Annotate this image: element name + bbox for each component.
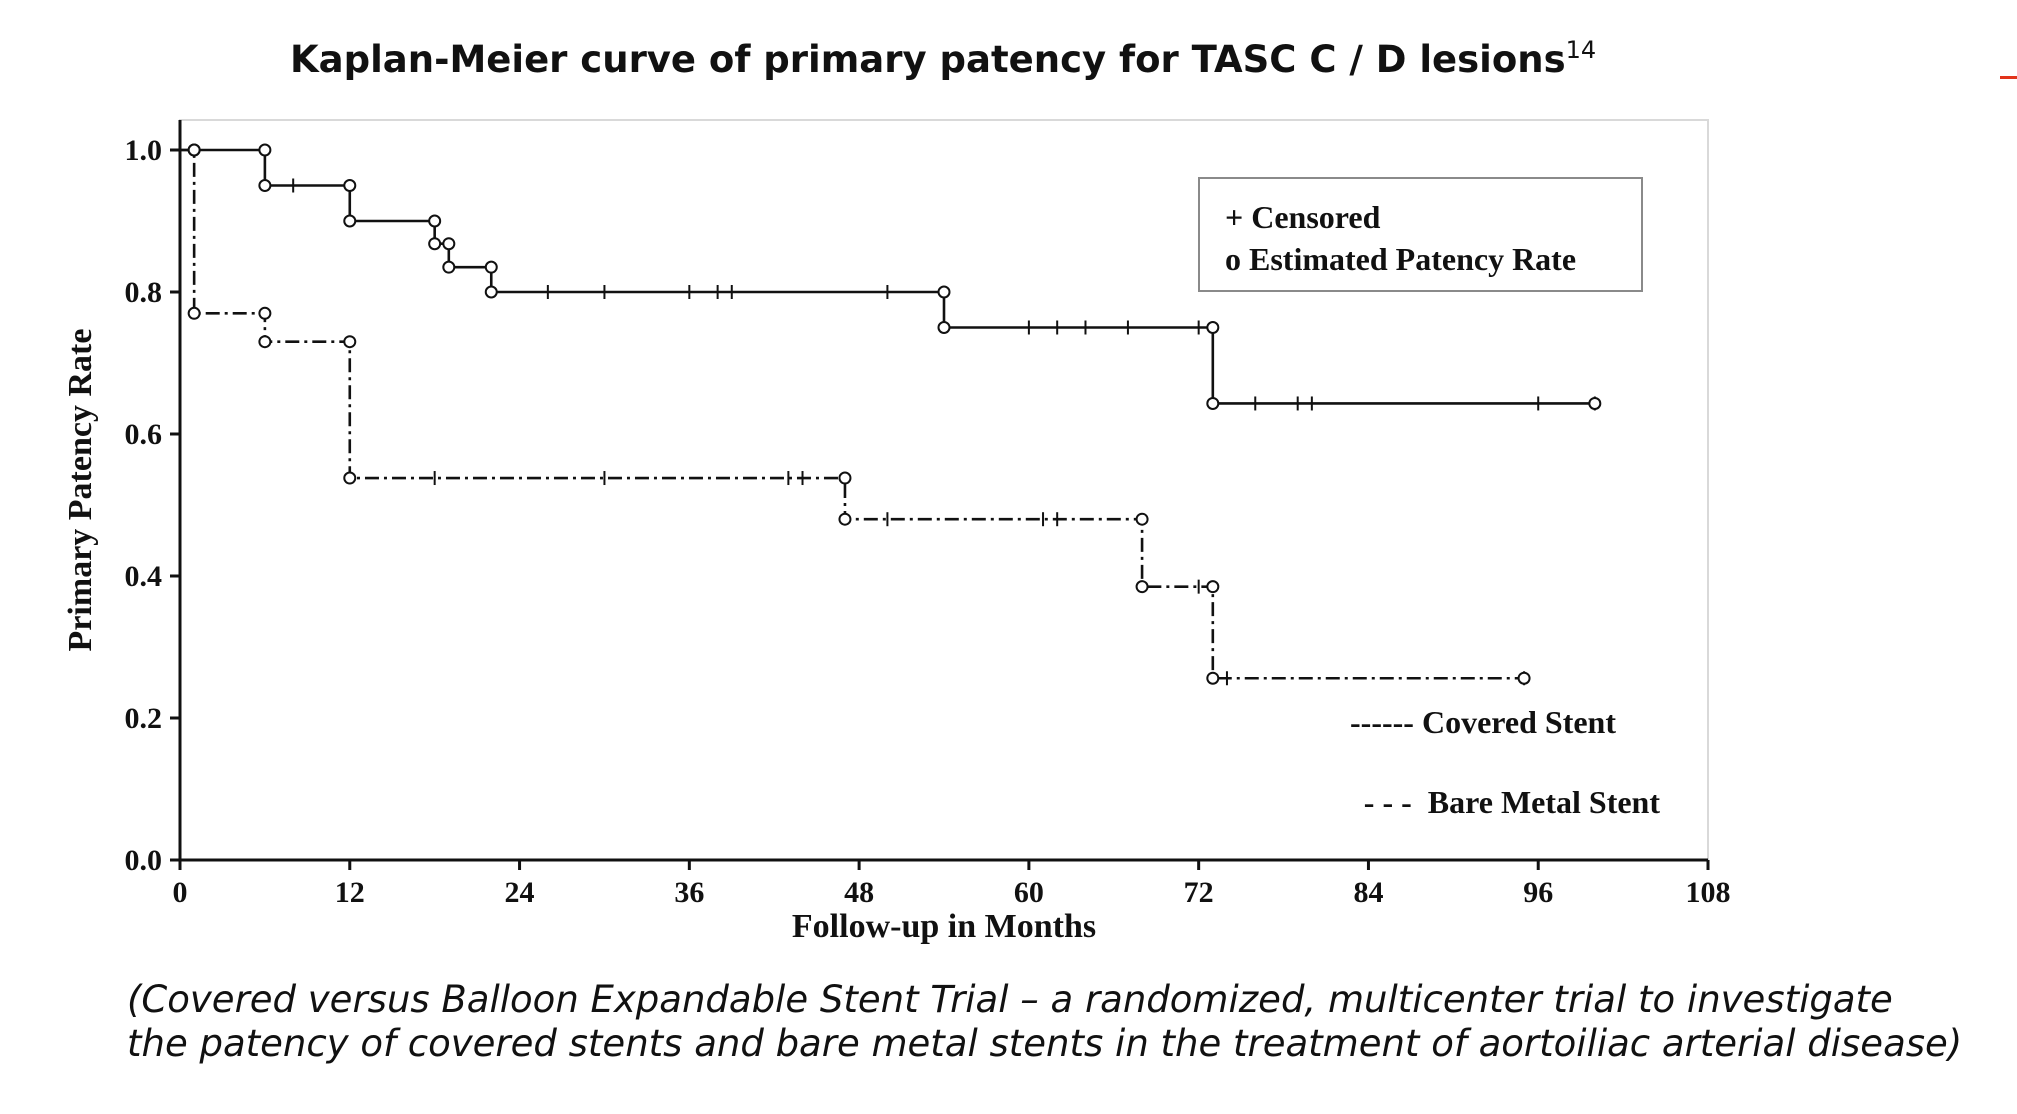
x-tick-label: 108 (1686, 876, 1731, 909)
event-marker (1588, 396, 1602, 410)
event-marker (343, 471, 357, 485)
event-marker (258, 143, 272, 157)
x-tick-label: 36 (674, 876, 704, 909)
event-marker (442, 237, 456, 251)
event-marker (484, 285, 498, 299)
x-tick-label: 48 (844, 876, 874, 909)
event-marker (1206, 396, 1220, 410)
y-tick-label: 0.6 (125, 418, 163, 451)
legend-estimated: o Estimated Patency Rate (1225, 241, 1576, 277)
legend-covered-stent: ------ Covered Stent (1350, 704, 1616, 740)
series-layer (180, 143, 1602, 686)
legend-bare-metal-stent: - - - Bare Metal Stent (1364, 784, 1661, 820)
event-marker (187, 143, 201, 157)
event-marker (428, 214, 442, 228)
event-marker (187, 306, 201, 320)
y-tick-label: 0.8 (125, 276, 163, 309)
x-tick-label: 96 (1523, 876, 1553, 909)
caption-line-1: (Covered versus Balloon Expandable Stent… (127, 978, 1893, 1021)
km-chart: 0.0 0.2 0.4 0.6 0.8 1.0 0 12 24 36 48 60 72 84 96 108 F… (62, 119, 1731, 945)
event-marker (343, 335, 357, 349)
event-marker (343, 179, 357, 192)
y-tick-label: 0.4 (125, 560, 163, 593)
x-tick-label: 60 (1014, 876, 1044, 909)
series-covered-stent (180, 143, 1602, 411)
caption: (Covered versus Balloon Expandable Stent… (127, 978, 2007, 1066)
x-tick-label: 0 (173, 876, 188, 909)
x-tick-label: 12 (335, 876, 365, 909)
y-tick-label: 1.0 (125, 134, 163, 167)
event-marker (838, 471, 852, 485)
series-line (180, 148, 1525, 680)
y-axis-label: Primary Patency Rate (62, 329, 99, 652)
event-marker (1517, 671, 1531, 685)
accent-line (2000, 76, 2017, 79)
chart-title: Kaplan-Meier curve of primary patency fo… (290, 36, 1597, 81)
x-tick-label: 72 (1184, 876, 1214, 909)
event-marker (343, 214, 357, 228)
event-marker (442, 260, 456, 274)
ticks-layer: 0.0 0.2 0.4 0.6 0.8 1.0 0 12 24 36 48 60 72 84 96 108 (125, 134, 1731, 909)
legend-censored: + Censored (1225, 199, 1381, 235)
x-axis-label: Follow-up in Months (792, 908, 1096, 945)
event-marker (258, 306, 272, 320)
event-marker (937, 321, 951, 334)
chart-title-text: Kaplan-Meier curve of primary patency fo… (290, 38, 1566, 81)
event-marker (258, 335, 272, 349)
event-marker (428, 237, 442, 251)
caption-line-2: the patency of covered stents and bare m… (127, 1022, 1963, 1065)
y-tick-label: 0.2 (125, 702, 163, 735)
series-bare-metal-stent (180, 143, 1531, 686)
event-marker (258, 179, 272, 192)
x-tick-label: 84 (1353, 876, 1383, 909)
event-marker (937, 285, 951, 299)
y-tick-label: 0.0 (125, 844, 163, 877)
event-marker (1135, 580, 1149, 594)
legend-box (1198, 177, 1643, 292)
event-marker (484, 260, 498, 274)
event-marker (1206, 321, 1220, 334)
event-marker (838, 512, 852, 526)
event-marker (1206, 580, 1220, 594)
event-marker (1135, 512, 1149, 526)
title-reference: 14 (1565, 36, 1597, 64)
x-tick-label: 24 (505, 876, 535, 909)
series-line (180, 148, 1595, 405)
event-marker (1206, 671, 1220, 685)
